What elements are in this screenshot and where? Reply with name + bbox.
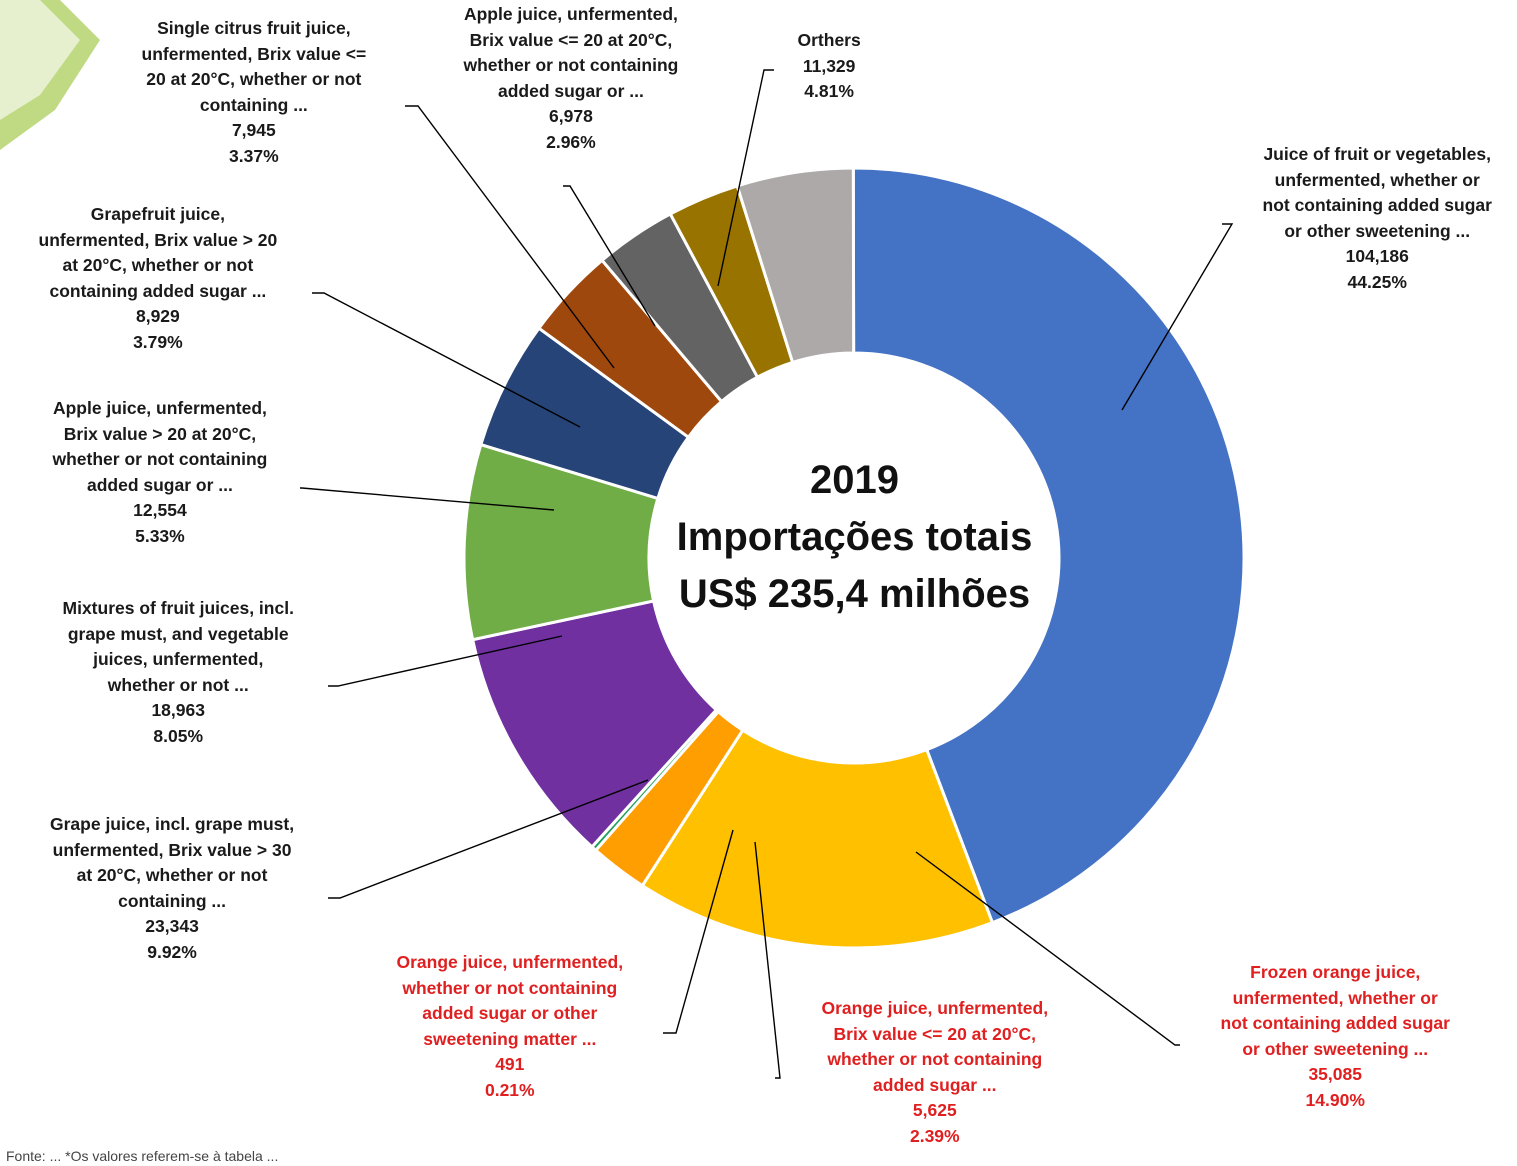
slice-percent: 8.05% [153, 725, 204, 746]
slice-label-line: added sugar or other [422, 1003, 598, 1024]
donut-slice-1 [851, 166, 1246, 925]
slice-percent: 4.81% [804, 81, 854, 102]
slice-label-line: Mixtures of fruit juices, incl. [62, 598, 294, 618]
footnote: Fonte: ... *Os valores referem-se à tabe… [6, 1148, 279, 1164]
donut-slice-11 [735, 166, 856, 365]
slice-percent: 14.90% [1305, 1089, 1365, 1110]
leader-line-1 [1121, 223, 1234, 411]
slice-label-line: at 20°C, whether or not [76, 865, 268, 886]
slice-label-line: Orthers [797, 30, 861, 50]
slice-percent: 2.39% [909, 1125, 960, 1146]
leader-line-11 [717, 69, 774, 287]
slice-label-line: not containing added sugar [1262, 195, 1492, 216]
slice-percent: 0.21% [484, 1079, 535, 1100]
slice-label-line: juices, unfermented, [93, 649, 264, 670]
slice-label-line: unfermented, whether or [1274, 169, 1480, 190]
slice-label-line: Apple juice, unfermented, [52, 398, 267, 418]
slice-value: 23,343 [145, 916, 199, 937]
slice-label-line: Orange juice, unfermented, [821, 998, 1049, 1018]
slice-label-line: whether or not containing [402, 977, 618, 998]
slice-value: 12,554 [133, 500, 187, 521]
leader-line-4 [663, 829, 734, 1034]
slice-label-line: grape must, and vegetable [67, 623, 289, 644]
slice-value: 11,329 [802, 55, 856, 76]
slice-label-line: Apple juice, unfermented, [463, 4, 678, 24]
center-line2: US$ 235,4 milhões [678, 572, 1031, 616]
slice-label-3: Orange juice, unfermented, Brix value <= … [822, 996, 1049, 1150]
slice-label-line: containing ... [199, 94, 308, 115]
slice-label-line: not containing added sugar [1220, 1013, 1450, 1034]
slice-label-line: 20 at 20°C, whether or not [146, 69, 362, 90]
slice-label-line: unfermented, Brix value <= [141, 43, 367, 64]
slice-label-line: Grape juice, incl. grape must, [50, 814, 295, 834]
slice-label-line: Brix value <= 20 at 20°C, [833, 1023, 1037, 1044]
slice-label-line: added sugar or ... [497, 80, 644, 101]
slice-label-line: whether or not ... [107, 674, 249, 695]
slice-value: 35,085 [1308, 1064, 1362, 1085]
slice-label-line: Brix value > 20 at 20°C, [63, 423, 257, 444]
slice-percent: 5.33% [135, 525, 185, 546]
slice-label-line: unfermented, Brix value > 30 [52, 839, 292, 860]
leader-line-5 [328, 779, 649, 899]
slice-percent: 9.92% [147, 941, 197, 962]
slice-percent: 44.25% [1347, 271, 1407, 292]
slice-label-7: Apple juice, unfermented, Brix value > 20… [53, 396, 268, 550]
slice-label-line: unfermented, whether or [1232, 987, 1438, 1008]
center-year: 2019 [810, 458, 899, 502]
slice-label-line: sweetening matter ... [423, 1028, 597, 1049]
slice-label-6: Mixtures of fruit juices, incl. grape mus… [63, 596, 294, 750]
slice-label-line: Single citrus fruit juice, [157, 18, 351, 38]
slice-label-line: or other sweetening ... [1284, 220, 1471, 241]
slice-label-2: Frozen orange juice, unfermented, whether… [1221, 960, 1450, 1114]
leader-lines [300, 69, 1234, 1079]
slice-percent: 3.37% [229, 145, 279, 166]
slice-value: 5,625 [912, 1100, 957, 1121]
slice-label-line: containing ... [118, 890, 227, 911]
donut-slices [462, 166, 1246, 950]
leader-line-2 [915, 851, 1180, 1046]
slice-label-8: Grapefruit juice, unfermented, Brix value… [39, 202, 278, 356]
slice-label-line: whether or not containing [52, 449, 268, 470]
leader-line-7 [300, 487, 555, 511]
slice-label-line: Brix value <= 20 at 20°C, [469, 29, 673, 50]
leader-line-9 [405, 105, 615, 369]
slice-value: 491 [495, 1054, 525, 1075]
slice-label-10: Apple juice, unfermented, Brix value <= 2… [464, 2, 679, 156]
center-title: 2019 Importações totais US$ 235,4 milhõe… [652, 452, 1057, 623]
slice-label-5: Grape juice, incl. grape must, unfermente… [50, 812, 294, 966]
leader-line-3 [754, 841, 781, 1079]
corner-decoration [0, 0, 100, 150]
slice-label-line: Grapefruit juice, [90, 204, 225, 224]
slice-label-line: containing added sugar ... [49, 280, 267, 301]
slice-label-line: Orange juice, unfermented, [396, 952, 624, 972]
slice-label-line: at 20°C, whether or not [62, 255, 254, 276]
slice-label-11: Orthers 11,329 4.81% [798, 28, 861, 105]
slice-label-line: whether or not containing [463, 55, 679, 76]
donut-slice-2 [640, 728, 995, 950]
slice-percent: 2.96% [546, 131, 596, 152]
center-line1: Importações totais [676, 515, 1033, 559]
slice-label-9: Single citrus fruit juice, unfermented, B… [142, 16, 367, 170]
slice-value: 104,186 [1345, 246, 1409, 267]
slice-label-line: added sugar ... [873, 1074, 997, 1095]
slice-percent: 3.79% [133, 331, 183, 352]
leader-line-6 [328, 635, 563, 687]
slice-value: 7,945 [231, 120, 276, 141]
slice-label-line: Frozen orange juice, [1250, 962, 1421, 982]
slice-label-line: Juice of fruit or vegetables, [1263, 144, 1491, 164]
slice-label-line: whether or not containing [827, 1049, 1043, 1070]
leader-line-8 [312, 292, 581, 428]
leader-line-10 [563, 185, 656, 327]
slice-value: 8,929 [135, 306, 180, 327]
slice-value: 6,978 [549, 106, 593, 127]
slice-label-4: Orange juice, unfermented, whether or not… [397, 950, 624, 1104]
slice-label-line: unfermented, Brix value > 20 [38, 229, 278, 250]
slice-label-line: added sugar or ... [86, 474, 233, 495]
slice-label-1: Juice of fruit or vegetables, unfermented… [1263, 142, 1492, 296]
slice-value: 18,963 [151, 700, 205, 721]
slice-label-line: or other sweetening ... [1242, 1038, 1429, 1059]
